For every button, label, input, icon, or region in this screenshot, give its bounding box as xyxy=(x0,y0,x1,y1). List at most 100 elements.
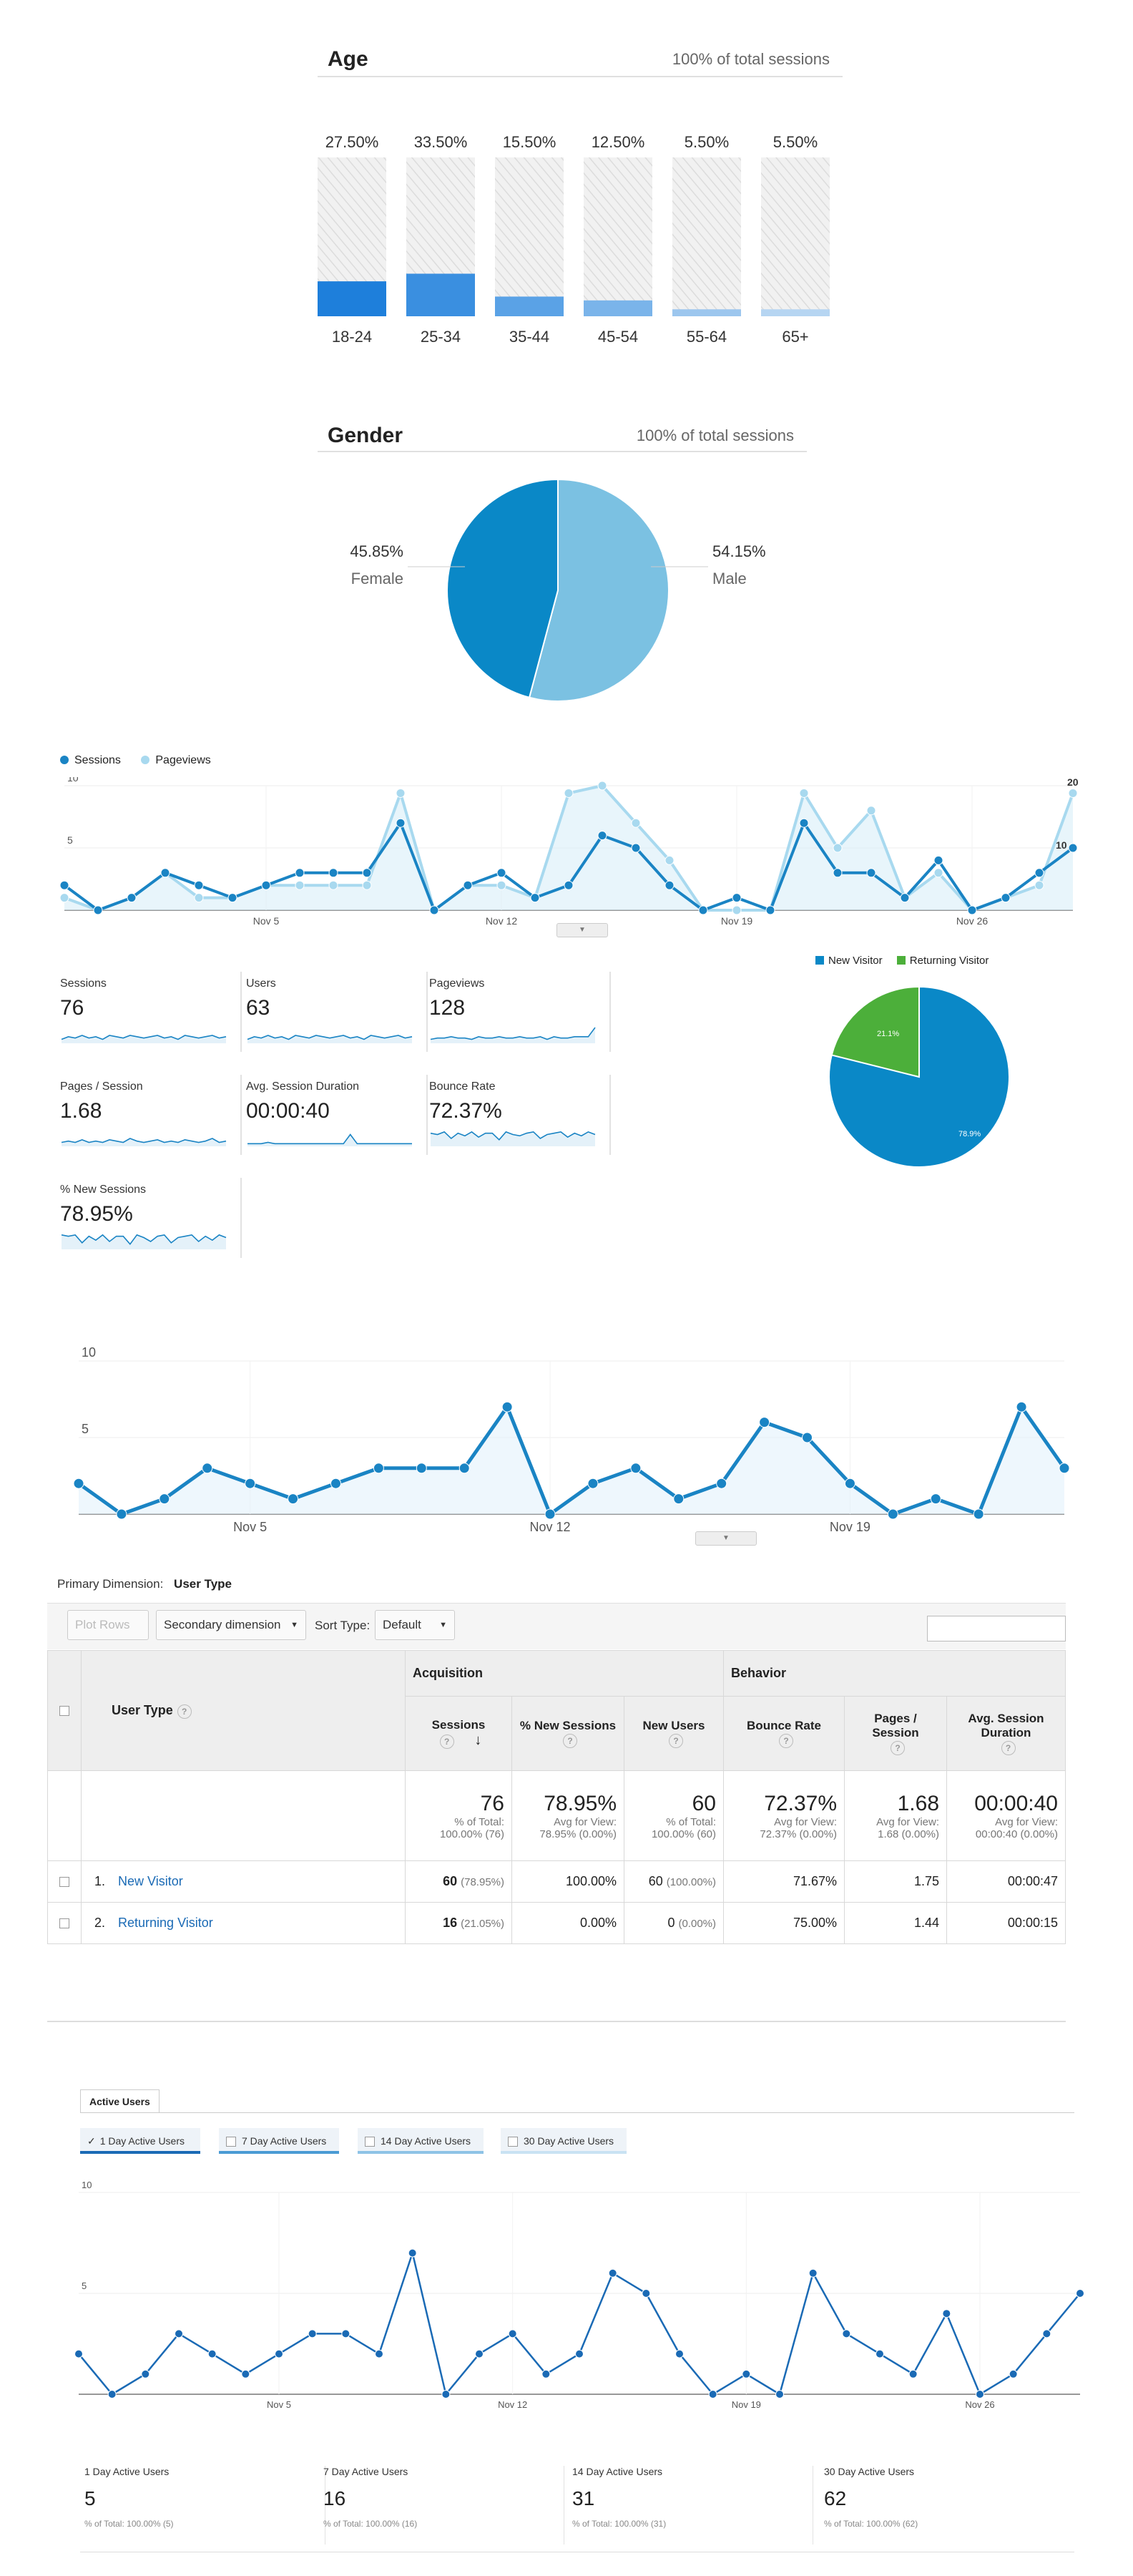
data-point[interactable] xyxy=(866,806,876,816)
primary-dimension-value[interactable]: User Type xyxy=(174,1577,232,1591)
data-point[interactable] xyxy=(933,868,943,878)
help-icon[interactable]: ? xyxy=(1001,1741,1016,1755)
data-point[interactable] xyxy=(930,1493,941,1505)
row-link[interactable]: New Visitor xyxy=(118,1874,183,1888)
data-point[interactable] xyxy=(541,2369,551,2379)
data-point[interactable] xyxy=(698,905,708,915)
data-point[interactable] xyxy=(1001,893,1011,903)
legend-pageviews[interactable]: Pageviews xyxy=(141,754,211,766)
col-sessions[interactable]: Sessions? ↓ xyxy=(405,1696,512,1771)
usertype-collapse-handle[interactable]: ▼ xyxy=(695,1531,757,1546)
data-point[interactable] xyxy=(328,868,338,878)
legend-sessions[interactable]: Sessions xyxy=(60,754,124,766)
row-link[interactable]: Returning Visitor xyxy=(118,1916,213,1930)
secondary-dimension-select[interactable]: Secondary dimension ▼ xyxy=(156,1610,306,1640)
data-point[interactable] xyxy=(942,2309,951,2318)
data-point[interactable] xyxy=(408,2248,417,2258)
col-pct-new-sessions[interactable]: % New Sessions? xyxy=(511,1696,624,1771)
data-point[interactable] xyxy=(765,905,775,915)
data-point[interactable] xyxy=(908,2369,918,2379)
data-point[interactable] xyxy=(597,831,607,841)
help-icon[interactable]: ? xyxy=(891,1741,905,1755)
data-point[interactable] xyxy=(973,1508,984,1520)
data-point[interactable] xyxy=(544,1508,556,1520)
metric-pageviews[interactable]: Pageviews 128 xyxy=(429,972,611,1052)
data-point[interactable] xyxy=(587,1478,599,1489)
data-point[interactable] xyxy=(463,880,473,890)
data-point[interactable] xyxy=(742,2369,751,2379)
help-icon[interactable]: ? xyxy=(779,1734,793,1748)
toggle-7-day[interactable]: 7 Day Active Users xyxy=(219,2128,339,2154)
data-point[interactable] xyxy=(74,2349,83,2358)
age-bar[interactable] xyxy=(584,300,652,316)
age-bar[interactable] xyxy=(672,309,741,316)
metric-new-sessions[interactable]: % New Sessions 78.95% xyxy=(60,1178,242,1258)
data-point[interactable] xyxy=(441,2390,451,2399)
data-point[interactable] xyxy=(1059,1463,1070,1474)
col-avg-session-duration[interactable]: Avg. Session Duration? xyxy=(946,1696,1066,1771)
age-bar[interactable] xyxy=(761,309,830,316)
data-point[interactable] xyxy=(160,868,170,878)
data-point[interactable] xyxy=(308,2329,317,2338)
data-point[interactable] xyxy=(900,893,910,903)
data-point[interactable] xyxy=(802,1432,813,1443)
data-point[interactable] xyxy=(295,868,305,878)
metric-avg-session-duration[interactable]: Avg. Session Duration 00:00:40 xyxy=(246,1075,428,1155)
data-point[interactable] xyxy=(732,893,742,903)
data-point[interactable] xyxy=(496,880,506,890)
toggle-14-day[interactable]: 14 Day Active Users xyxy=(358,2128,484,2154)
col-bounce-rate[interactable]: Bounce Rate? xyxy=(723,1696,845,1771)
age-bar[interactable] xyxy=(318,281,386,316)
data-point[interactable] xyxy=(501,1401,513,1413)
pie-slice-male[interactable] xyxy=(528,478,670,702)
data-point[interactable] xyxy=(1068,843,1078,853)
data-point[interactable] xyxy=(416,1463,427,1474)
col-pages-per-session[interactable]: Pages / Session? xyxy=(844,1696,947,1771)
help-icon[interactable]: ? xyxy=(439,1735,454,1749)
overview-collapse-handle[interactable]: ▼ xyxy=(556,923,608,937)
data-point[interactable] xyxy=(631,843,641,853)
data-point[interactable] xyxy=(373,1463,384,1474)
age-bar[interactable] xyxy=(406,273,475,316)
data-point[interactable] xyxy=(362,880,372,890)
data-point[interactable] xyxy=(775,2390,784,2399)
data-point[interactable] xyxy=(107,2390,117,2399)
data-point[interactable] xyxy=(1009,2369,1018,2379)
sort-type-select[interactable]: Default ▼ xyxy=(375,1610,455,1640)
data-point[interactable] xyxy=(127,893,137,903)
data-point[interactable] xyxy=(1034,880,1044,890)
data-point[interactable] xyxy=(328,880,338,890)
data-point[interactable] xyxy=(844,1478,855,1489)
select-all-checkbox[interactable] xyxy=(59,1706,69,1717)
data-point[interactable] xyxy=(59,880,69,890)
data-point[interactable] xyxy=(73,1478,84,1489)
toggle-1-day[interactable]: ✓ 1 Day Active Users xyxy=(80,2128,200,2154)
data-point[interactable] xyxy=(664,880,675,890)
toggle-30-day[interactable]: 30 Day Active Users xyxy=(501,2128,627,2154)
table-search-input[interactable] xyxy=(927,1616,1066,1641)
metric-bounce-rate[interactable]: Bounce Rate 72.37% xyxy=(429,1075,611,1155)
help-icon[interactable]: ? xyxy=(177,1704,192,1719)
data-point[interactable] xyxy=(288,1493,299,1505)
data-point[interactable] xyxy=(330,1478,341,1489)
data-point[interactable] xyxy=(876,2349,884,2358)
data-point[interactable] xyxy=(597,781,607,791)
data-point[interactable] xyxy=(59,893,69,903)
data-point[interactable] xyxy=(608,2268,617,2278)
data-point[interactable] xyxy=(396,788,406,798)
data-point[interactable] xyxy=(496,868,506,878)
data-point[interactable] xyxy=(429,905,439,915)
data-point[interactable] xyxy=(194,880,204,890)
data-point[interactable] xyxy=(458,1463,470,1474)
data-point[interactable] xyxy=(227,893,237,903)
data-point[interactable] xyxy=(564,880,574,890)
legend-new-visitor[interactable]: New Visitor xyxy=(815,955,886,967)
data-point[interactable] xyxy=(207,2349,217,2358)
data-point[interactable] xyxy=(1016,1401,1027,1413)
help-icon[interactable]: ? xyxy=(563,1734,577,1748)
data-point[interactable] xyxy=(673,1493,685,1505)
pie-slice-female[interactable] xyxy=(446,478,559,698)
data-point[interactable] xyxy=(396,818,406,828)
data-point[interactable] xyxy=(202,1463,213,1474)
data-point[interactable] xyxy=(664,855,675,865)
